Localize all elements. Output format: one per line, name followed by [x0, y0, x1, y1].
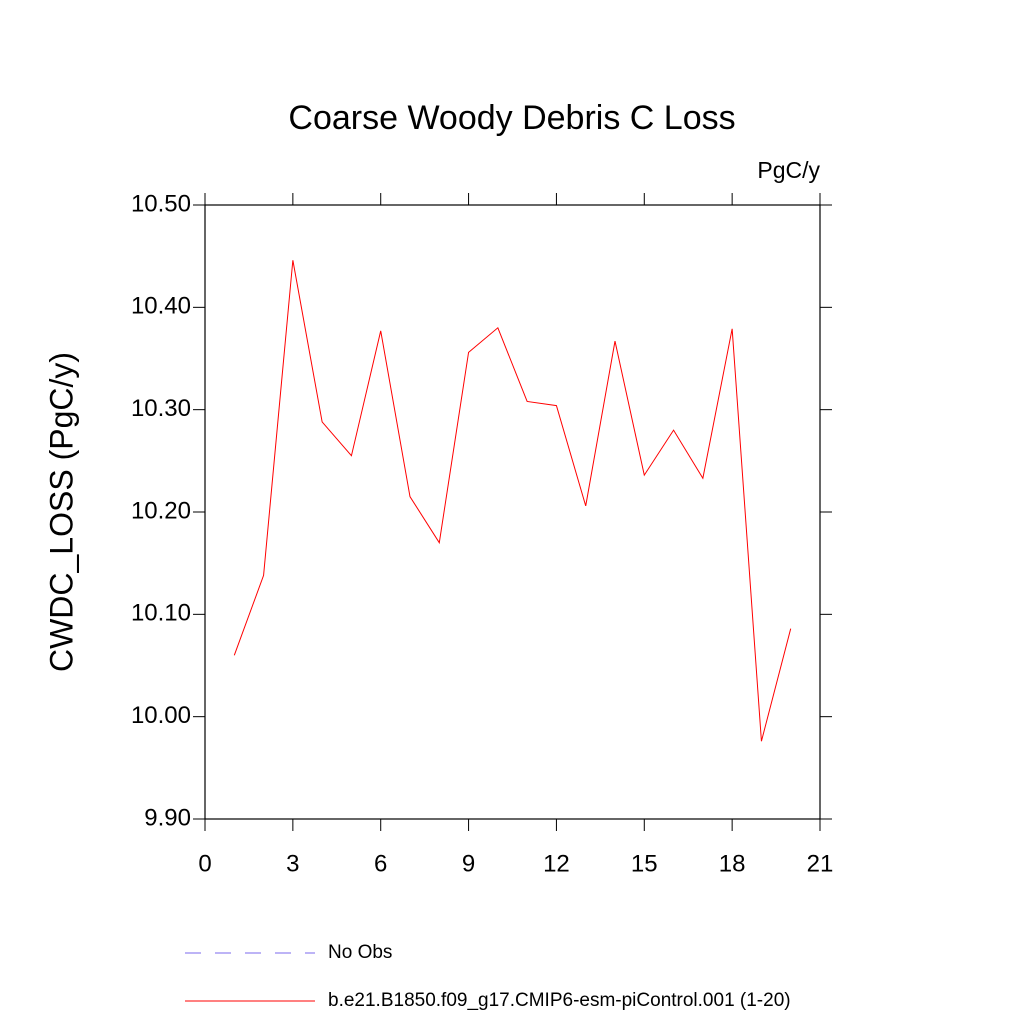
y-axis-label: CWDC_LOSS (PgC/y) [43, 352, 79, 672]
x-tick-label: 0 [198, 850, 211, 877]
y-tick-label: 10.00 [131, 702, 191, 729]
y-tick-label: 10.50 [131, 190, 191, 217]
data-line [233, 260, 792, 742]
x-tick-label: 12 [543, 850, 570, 877]
y-tick-label: 10.40 [131, 293, 191, 320]
x-tick-label: 21 [807, 850, 834, 877]
y-tick-label: 10.10 [131, 600, 191, 627]
y-tick-label: 10.20 [131, 497, 191, 524]
chart-title: Coarse Woody Debris C Loss [288, 99, 735, 137]
x-tick-label: 3 [286, 850, 299, 877]
y-tick-label: 10.30 [131, 395, 191, 422]
x-tick-label: 18 [719, 850, 746, 877]
legend-label: b.e21.B1850.f09_g17.CMIP6-esm-piControl.… [328, 990, 791, 1011]
x-tick-label: 6 [374, 850, 387, 877]
units-label: PgC/y [757, 157, 820, 183]
legend-label: No Obs [328, 942, 392, 963]
y-tick-label: 9.90 [144, 804, 191, 831]
x-tick-label: 9 [462, 850, 475, 877]
x-tick-label: 15 [631, 850, 658, 877]
